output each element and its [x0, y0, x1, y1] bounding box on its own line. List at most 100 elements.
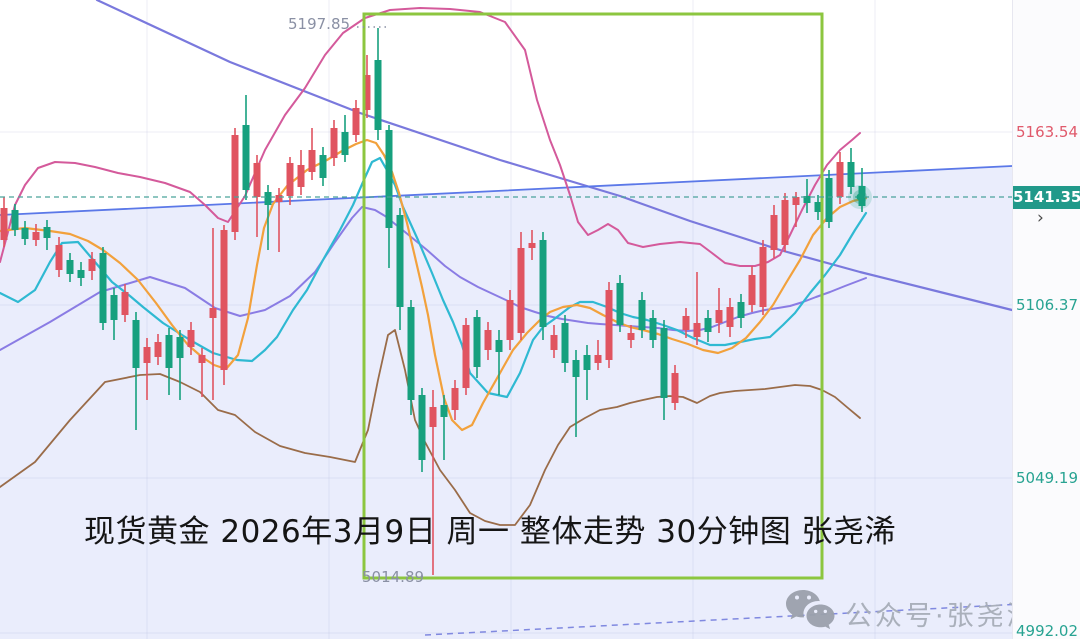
candle-body	[21, 228, 29, 239]
candle-body	[517, 248, 525, 333]
bollinger-lower-band	[0, 329, 861, 526]
period-high-price-label: 5197.85	[288, 15, 351, 33]
bollinger-upper-band	[0, 7, 861, 267]
axis-price-label: 5163.54	[1015, 123, 1079, 141]
candle-body	[506, 300, 514, 340]
period-low-price-label: 5014.89	[362, 568, 425, 586]
highlight-box	[362, 12, 824, 580]
candle-body	[374, 60, 382, 130]
candle-body	[253, 163, 261, 197]
candle-body	[495, 340, 503, 352]
candle-body	[583, 355, 591, 370]
candle-body	[847, 162, 855, 187]
candle-body	[726, 307, 734, 327]
candle-body	[363, 75, 371, 110]
candle-body	[704, 318, 712, 332]
candle-body	[143, 347, 151, 363]
candle-body	[616, 283, 624, 325]
candle-body	[594, 355, 602, 363]
candle-body	[440, 405, 448, 417]
candle-body	[638, 300, 646, 330]
candle-body	[803, 196, 811, 203]
candle-body	[187, 330, 195, 347]
candle-body	[418, 395, 426, 460]
candle-body	[759, 247, 767, 307]
candle-body	[330, 128, 338, 158]
last-price-dot	[856, 193, 864, 201]
candle-body	[649, 318, 657, 340]
candle-body	[781, 200, 789, 245]
trendline-descending	[95, 0, 1014, 312]
candle-body	[682, 316, 690, 330]
candle-body	[814, 202, 822, 212]
candle-body	[550, 335, 558, 350]
candle-body	[121, 292, 129, 315]
candle-body	[297, 165, 305, 187]
candle-body	[275, 195, 283, 202]
axis-price-label: 5106.37	[1015, 296, 1079, 314]
candle-body	[176, 337, 184, 358]
candle-body	[43, 227, 51, 238]
candle-body	[66, 260, 74, 274]
candle-body	[55, 245, 63, 270]
candle-body	[748, 275, 756, 305]
candle-body	[792, 197, 800, 205]
watermark: 公众号·张尧浠	[783, 588, 1037, 638]
candle-body	[484, 330, 492, 350]
chart-caption-text: 现货黄金 2026年3月9日 周一 整体走势 30分钟图 张尧浠	[84, 514, 897, 550]
candle-body	[165, 335, 173, 368]
candle-body	[209, 308, 217, 318]
candle-body	[396, 215, 404, 307]
candle-body	[341, 132, 349, 155]
candle-body	[385, 130, 393, 228]
candle-body	[242, 125, 250, 190]
ma-mid-cyan	[0, 156, 868, 399]
trend-channel-shaded-area	[0, 166, 1012, 639]
candle-body	[660, 328, 668, 398]
candle-body	[0, 208, 8, 240]
candle-body	[429, 407, 437, 427]
candle-body	[572, 360, 580, 377]
candle-body	[715, 310, 723, 323]
candle-body	[737, 302, 745, 318]
candle-body	[770, 215, 778, 250]
candle-body	[451, 388, 459, 410]
candle-body	[407, 307, 415, 400]
candle-body	[11, 210, 19, 230]
candle-body	[220, 230, 228, 370]
candle-body	[561, 323, 569, 363]
candle-body	[473, 317, 481, 367]
candle-body	[539, 240, 547, 327]
collapse-panel-chevron-icon[interactable]: ›	[1037, 208, 1044, 228]
candle-body	[88, 259, 96, 271]
candle-body	[352, 108, 360, 135]
candle-body	[825, 178, 833, 222]
candle-body	[693, 323, 701, 337]
watermark-text: 公众号·张尧浠	[845, 600, 1037, 632]
candle-body	[836, 162, 844, 197]
candle-body	[671, 373, 679, 403]
current-price-badge: 5141.35	[1013, 186, 1080, 209]
candle-body	[99, 253, 107, 323]
candle-body	[286, 163, 294, 196]
candle-body	[32, 232, 40, 240]
candle-body	[198, 355, 206, 363]
candle-body	[110, 295, 118, 320]
candle-body	[462, 325, 470, 388]
candle-body	[605, 290, 613, 360]
ma-slow-purple	[0, 206, 867, 351]
candle-body	[627, 333, 635, 340]
wechat-icon	[783, 588, 837, 638]
candle-body	[319, 155, 327, 178]
axis-price-label: 5049.19	[1015, 469, 1079, 487]
candle-body	[308, 150, 316, 172]
candle-body	[231, 135, 239, 232]
axis-price-label: 4992.02	[1015, 622, 1079, 639]
candle-body	[132, 320, 140, 368]
price-axis-pane: 5141.35 › 5163.54 5106.37 5049.19 4992.02	[1012, 0, 1080, 639]
candle-body	[77, 270, 85, 278]
candle-body	[154, 342, 162, 357]
candle-body	[528, 243, 536, 248]
